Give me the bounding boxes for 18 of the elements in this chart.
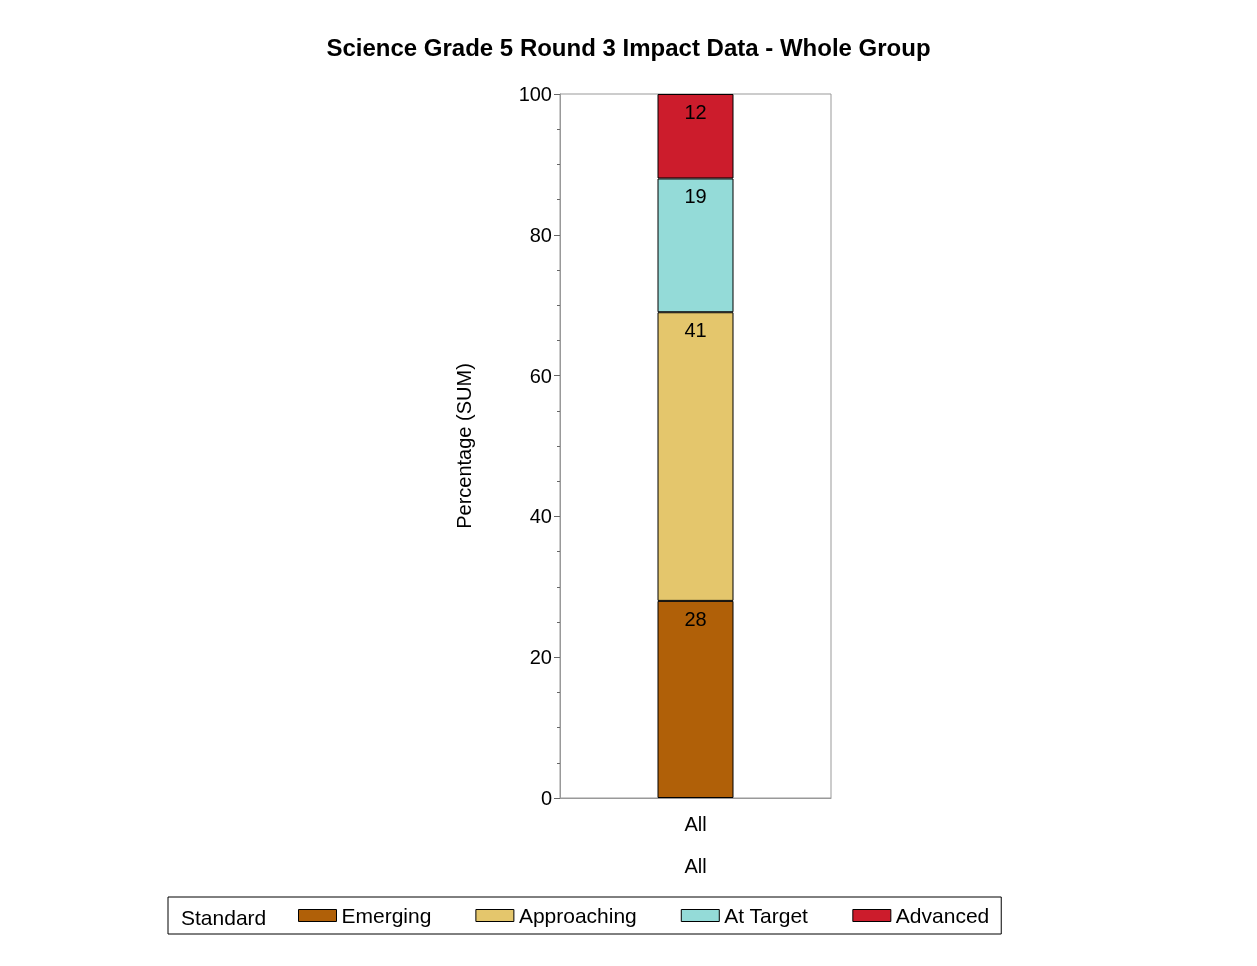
- data-label: 41: [684, 319, 707, 342]
- legend-label: At Target: [724, 904, 809, 927]
- y-tick-label: 80: [529, 223, 552, 246]
- y-tick-label: 100: [518, 83, 552, 105]
- data-label: 19: [684, 185, 707, 208]
- chart-title: Science Grade 5 Round 3 Impact Data - Whole Group: [326, 33, 931, 61]
- y-tick-label: 20: [529, 646, 552, 669]
- legend-title: Standard: [181, 906, 267, 929]
- data-label: 28: [684, 607, 707, 630]
- y-tick-label: 40: [529, 505, 552, 528]
- y-axis-title: Percentage (SUM): [453, 363, 475, 529]
- legend-label: Approaching: [518, 904, 637, 927]
- data-label: 12: [684, 101, 707, 123]
- y-tick-label: 0: [540, 787, 552, 809]
- legend-label: Advanced: [895, 904, 990, 927]
- x-axis-title: All: [684, 855, 707, 877]
- y-tick-label: 60: [529, 364, 552, 387]
- legend-label: Emerging: [341, 904, 432, 927]
